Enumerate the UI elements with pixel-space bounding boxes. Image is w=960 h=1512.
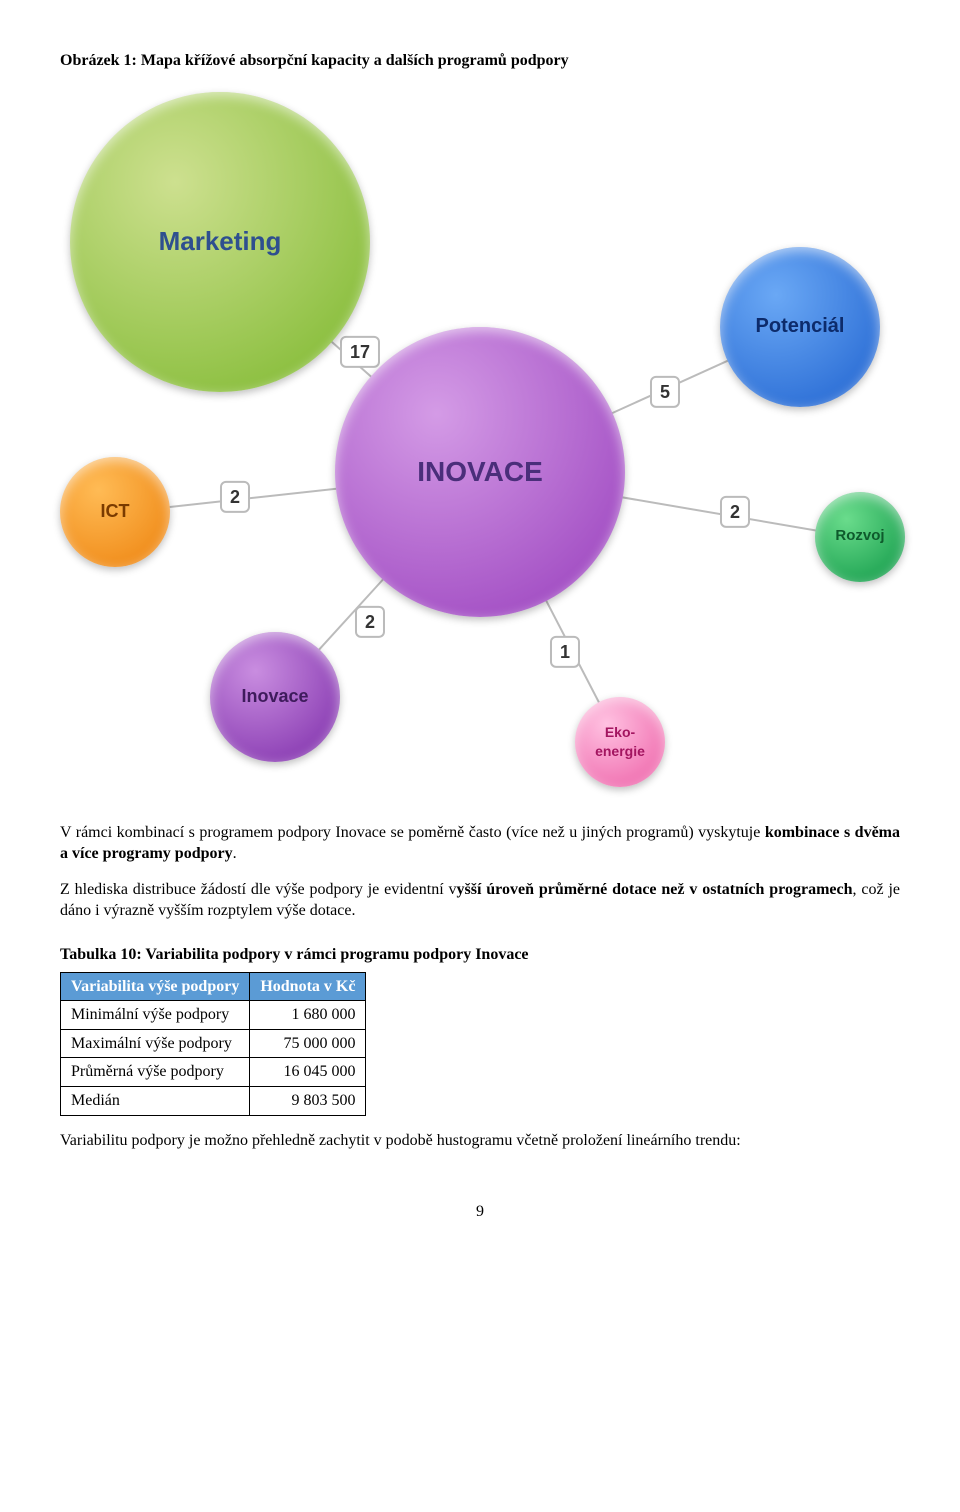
bubble-center: INOVACE	[335, 327, 625, 617]
edge-label-inovace2: 2	[355, 605, 385, 637]
paragraph-1: V rámci kombinací s programem podpory In…	[60, 822, 900, 865]
para2-text-before: Z hlediska distribuce žádostí dle výše p…	[60, 881, 457, 898]
table-cell-value: 16 045 000	[250, 1058, 366, 1087]
table-row: Minimální výše podpory1 680 000	[61, 1001, 366, 1030]
table-row: Průměrná výše podpory16 045 000	[61, 1058, 366, 1087]
bubble-eko: Eko- energie	[575, 697, 665, 787]
table-cell-label: Minimální výše podpory	[61, 1001, 250, 1030]
table-cell-label: Medián	[61, 1086, 250, 1115]
variability-table: Variabilita výše podpory Hodnota v Kč Mi…	[60, 972, 366, 1116]
bubble-potencial: Potenciál	[720, 247, 880, 407]
edge-label-eko: 1	[550, 635, 580, 667]
page-number: 9	[60, 1201, 900, 1223]
table-cell-label: Průměrná výše podpory	[61, 1058, 250, 1087]
edge-label-marketing: 17	[340, 335, 380, 367]
table-row: Medián9 803 500	[61, 1086, 366, 1115]
table-cell-label: Maximální výše podpory	[61, 1029, 250, 1058]
bubble-diagram: 1752122INOVACEMarketingPotenciálRozvojEk…	[60, 92, 900, 802]
edge-label-ict: 2	[220, 480, 250, 512]
edge-label-rozvoj: 2	[720, 495, 750, 527]
bubble-marketing: Marketing	[70, 92, 370, 392]
table-header-row: Variabilita výše podpory Hodnota v Kč	[61, 972, 366, 1001]
paragraph-2: Z hlediska distribuce žádostí dle výše p…	[60, 879, 900, 922]
table-cell-value: 9 803 500	[250, 1086, 366, 1115]
para1-text-after: .	[233, 845, 237, 862]
table-header-col1: Variabilita výše podpory	[61, 972, 250, 1001]
table-title: Tabulka 10: Variabilita podpory v rámci …	[60, 944, 900, 966]
table-row: Maximální výše podpory75 000 000	[61, 1029, 366, 1058]
table-header-col2: Hodnota v Kč	[250, 972, 366, 1001]
para2-bold: yšší úroveň průměrné dotace než v ostatn…	[457, 881, 853, 898]
figure-title: Obrázek 1: Mapa křížové absorpční kapaci…	[60, 50, 900, 72]
table-cell-value: 1 680 000	[250, 1001, 366, 1030]
paragraph-3: Variabilitu podpory je možno přehledně z…	[60, 1130, 900, 1152]
para1-text-before: V rámci kombinací s programem podpory In…	[60, 824, 765, 841]
edge-label-potencial: 5	[650, 375, 680, 407]
bubble-inovace2: Inovace	[210, 632, 340, 762]
bubble-rozvoj: Rozvoj	[815, 492, 905, 582]
table-cell-value: 75 000 000	[250, 1029, 366, 1058]
bubble-ict: ICT	[60, 457, 170, 567]
